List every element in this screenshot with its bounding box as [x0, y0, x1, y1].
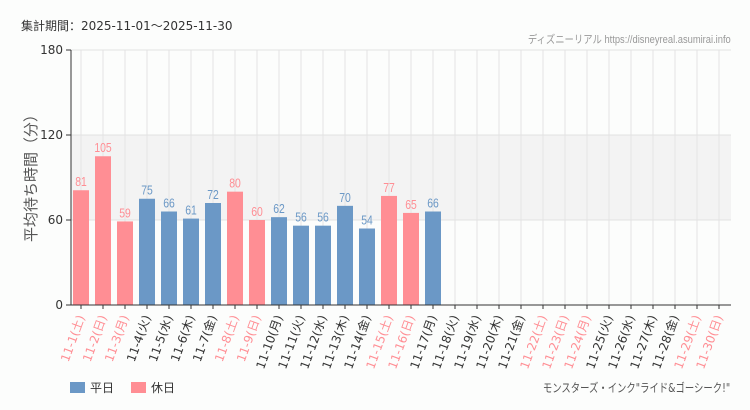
bar [95, 156, 111, 305]
bar [183, 218, 199, 305]
bar-value-label: 56 [295, 211, 307, 225]
y-tick-label: 180 [40, 43, 63, 57]
bar-value-label: 54 [361, 213, 373, 227]
bar-value-label: 66 [163, 196, 175, 210]
bar [117, 221, 133, 305]
y-tick-label: 60 [48, 213, 63, 227]
bar-value-label: 105 [94, 141, 112, 155]
y-tick-label: 0 [55, 298, 63, 312]
source-credit: ディズニーリアル https://disneyreal.asumirai.inf… [528, 34, 731, 46]
bar-value-label: 80 [229, 177, 241, 191]
bar [271, 217, 287, 305]
bar [315, 225, 331, 305]
bar-value-label: 81 [75, 175, 87, 189]
bar-value-label: 59 [119, 206, 131, 220]
weekday-swatch [70, 382, 85, 393]
bar-value-label: 72 [207, 188, 219, 202]
legend-weekday: 平日 [70, 379, 114, 396]
bar-value-label: 61 [185, 204, 197, 218]
holiday-swatch [131, 382, 147, 393]
bar-value-label: 75 [141, 184, 153, 198]
aggregation-period: 集計期間：2025-11-01～2025-11-30 [21, 19, 233, 33]
bar [359, 228, 375, 305]
legend-holiday: 休日 [131, 379, 175, 396]
bar [139, 198, 155, 305]
bar [425, 211, 441, 305]
chart-legend: 平日 休日 [70, 379, 192, 396]
bar [337, 205, 353, 305]
bar-value-label: 66 [427, 196, 439, 210]
bar-value-label: 77 [383, 181, 395, 195]
bar-value-label: 60 [251, 205, 263, 219]
bar [293, 225, 309, 305]
attraction-name: モンスターズ・インク"ライド&ゴーシーク!" [542, 381, 730, 395]
bar [161, 211, 177, 305]
bar-value-label: 65 [405, 198, 417, 212]
legend-weekday-label: 平日 [90, 381, 115, 395]
bar [403, 212, 419, 305]
legend-holiday-label: 休日 [151, 381, 176, 395]
bar [73, 190, 89, 305]
bar [381, 195, 397, 305]
bar-value-label: 56 [317, 211, 329, 225]
bar-value-label: 62 [273, 202, 285, 216]
bar [205, 203, 221, 305]
shaded-band [71, 135, 731, 220]
bar [227, 191, 243, 305]
bar-value-label: 70 [339, 191, 351, 205]
y-tick-label: 120 [40, 128, 63, 142]
bar [249, 220, 265, 305]
